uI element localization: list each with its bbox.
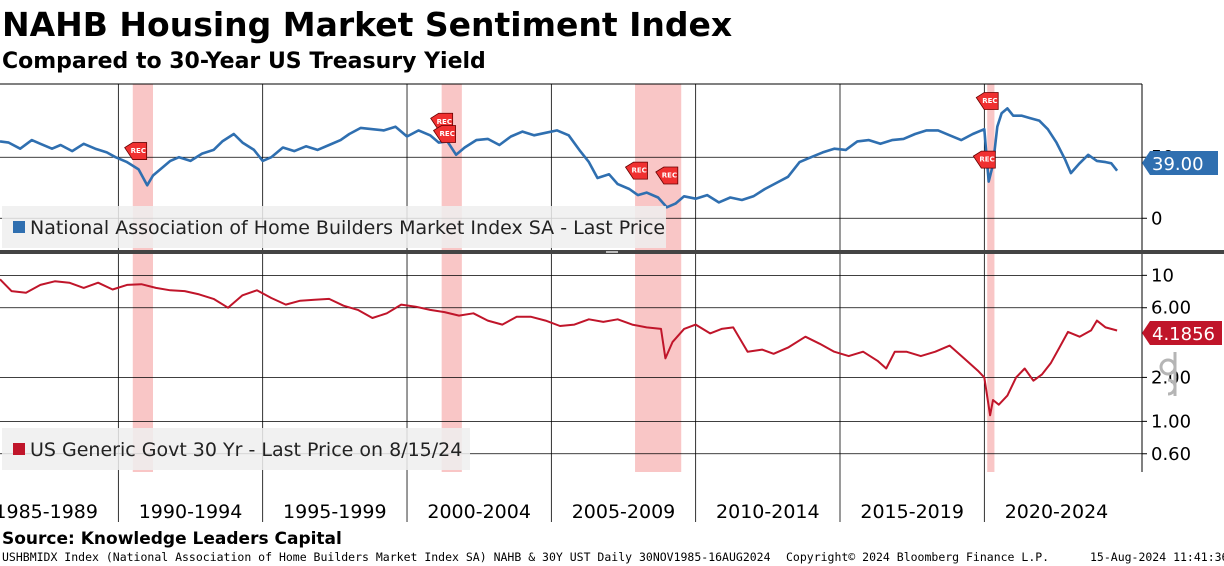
treasury-legend-bg — [2, 428, 470, 470]
treasury-last-value: 4.1856 — [1152, 324, 1215, 345]
recession-bands — [132, 84, 995, 472]
rec-marker-shape — [624, 161, 648, 180]
treasury-ytick-label-2: 2.00 — [1151, 367, 1191, 388]
treasury-series-line — [0, 278, 1118, 417]
treasury-legend-label: US Generic Govt 30 Yr - Last Price on 8/… — [30, 439, 462, 461]
x-label-6: 2015-2019 — [860, 501, 964, 523]
nahb-legend-label: National Association of Home Builders Ma… — [30, 217, 665, 239]
treasury-ytick-label-4: 0.60 — [1151, 444, 1191, 465]
x-axis-labels: 1985-1989 1990-1994 1995-1999 2000-2004 2005… — [0, 501, 1108, 523]
rec-marker-label: REC — [979, 156, 994, 164]
footer-ticker: USHBMIDX Index (National Association of … — [2, 550, 771, 564]
recession-band-0 — [132, 84, 153, 472]
nahb-last-value-badge: 39.00 — [1142, 151, 1218, 175]
treasury-legend-swatch — [13, 443, 25, 455]
nahb-last-value: 39.00 — [1152, 154, 1204, 175]
nahb-legend[interactable]: National Association of Home Builders Ma… — [2, 206, 666, 248]
recession-markers: REC REC REC REC REC REC REC — [124, 92, 999, 185]
chart-tool-icon[interactable] — [1159, 352, 1177, 396]
x-label-0: 1985-1989 — [0, 501, 98, 523]
treasury-ytick-label-1: 6.00 — [1151, 298, 1191, 319]
chart-tool-glyph — [1159, 352, 1177, 396]
nahb-series-line — [0, 107, 1119, 209]
treasury-ytick-label-3: 1.00 — [1151, 411, 1191, 432]
treasury-ytick-label-0: 10 — [1151, 265, 1174, 286]
rec-marker-4: REC — [655, 166, 679, 185]
nahb-ytick-label-0: 0 — [1151, 208, 1162, 229]
footer-copyright: Copyright© 2024 Bloomberg Finance L.P. — [786, 550, 1049, 564]
treasury-last-value-badge: 4.1856 — [1142, 321, 1222, 345]
nahb-legend-swatch — [13, 221, 25, 233]
chart-title: NAHB Housing Market Sentiment Index — [2, 5, 732, 44]
rec-marker-0: REC — [124, 142, 148, 160]
rec-marker-shape — [975, 92, 999, 110]
rec-marker-3: REC — [624, 161, 648, 180]
rec-marker-label: REC — [662, 171, 677, 179]
y-axis-ticks: 050106.002.001.000.60 — [1142, 147, 1191, 465]
rec-marker-5: REC — [975, 92, 999, 110]
rec-marker-shape — [655, 166, 679, 185]
divider-grip-icon[interactable] — [606, 251, 618, 253]
rec-marker-label: REC — [440, 130, 455, 138]
x-label-2: 1995-1999 — [283, 501, 387, 523]
treasury-legend[interactable]: US Generic Govt 30 Yr - Last Price on 8/… — [2, 428, 470, 470]
recession-band-2 — [635, 84, 682, 472]
rec-marker-shape — [124, 142, 148, 160]
x-label-5: 2010-2014 — [716, 501, 820, 523]
rec-marker-shape — [972, 150, 996, 169]
rec-marker-2: REC — [432, 125, 456, 143]
x-label-3: 2000-2004 — [427, 501, 531, 523]
rec-marker-shape — [432, 125, 456, 143]
source-note: Source: Knowledge Leaders Capital — [2, 529, 342, 549]
rec-marker-label: REC — [982, 97, 997, 105]
nahb-legend-bg — [2, 206, 666, 248]
footer-timestamp: 15-Aug-2024 11:41:36 — [1090, 550, 1224, 564]
rec-marker-6: REC — [972, 150, 996, 169]
recession-band-1 — [441, 84, 462, 472]
rec-marker-label: REC — [437, 118, 452, 126]
rec-marker-label: REC — [131, 147, 146, 155]
x-label-7: 2020-2024 — [1005, 501, 1109, 523]
series-lines — [0, 107, 1119, 417]
rec-marker-label: REC — [631, 167, 646, 175]
chart-subtitle: Compared to 30-Year US Treasury Yield — [2, 49, 486, 74]
recession-band-3 — [987, 84, 995, 472]
x-label-1: 1990-1994 — [139, 501, 243, 523]
nahb-badge-shape — [1142, 151, 1218, 175]
x-label-4: 2005-2009 — [572, 501, 676, 523]
treasury-badge-shape — [1142, 321, 1222, 345]
